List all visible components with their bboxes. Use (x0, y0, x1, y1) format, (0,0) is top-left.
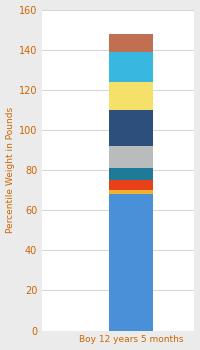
Bar (109, 194, 153, 331)
Bar (109, 168, 153, 180)
Bar (109, 110, 153, 146)
Bar (109, 82, 153, 110)
Bar (109, 180, 153, 190)
Bar (109, 34, 153, 52)
Y-axis label: Percentile Weight in Pounds: Percentile Weight in Pounds (6, 107, 15, 233)
Bar (109, 146, 153, 168)
Bar (109, 190, 153, 194)
Bar (109, 52, 153, 82)
